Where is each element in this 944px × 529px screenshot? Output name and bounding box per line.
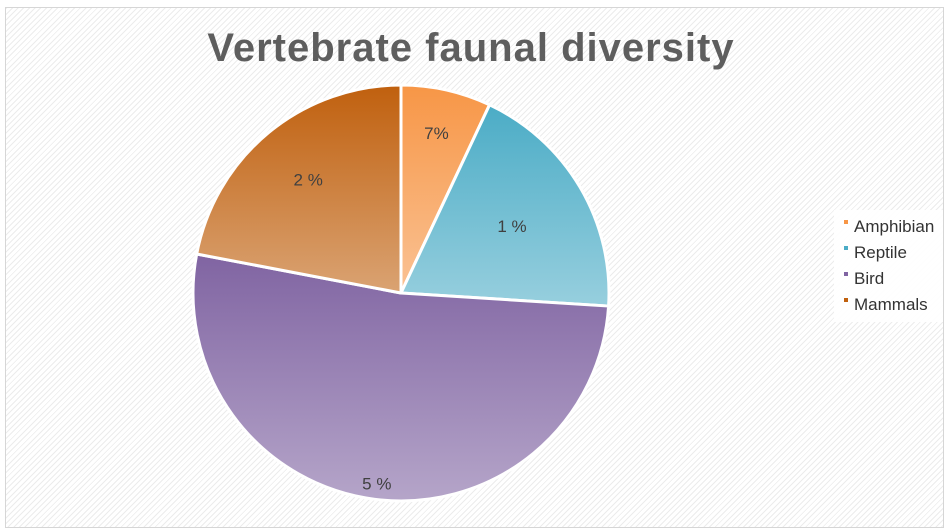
legend-item-bird: Bird (840, 266, 943, 292)
pie-chart: 7% 1 % 5 % 2 % (191, 83, 611, 503)
legend-label-mammals: Mammals (854, 295, 928, 314)
legend-item-mammals: Mammals (840, 292, 943, 318)
data-label-mammals: 2 % (294, 170, 323, 189)
data-label-bird: 5 % (362, 474, 391, 493)
legend-item-amphibian: Amphibian (840, 214, 943, 240)
legend-swatch-bird (844, 272, 848, 276)
pie-slice-reptile (399, 103, 611, 308)
legend: Amphibian Reptile Bird Mammals (834, 210, 943, 322)
legend-item-reptile: Reptile (840, 240, 943, 266)
pie-slice-mammals (195, 83, 403, 295)
legend-swatch-reptile (844, 246, 848, 250)
data-label-reptile: 1 % (497, 217, 526, 236)
legend-label-amphibian: Amphibian (854, 217, 935, 236)
legend-swatch-amphibian (844, 220, 848, 224)
pie-slice-bird (191, 252, 611, 503)
chart-title: Vertebrate faunal diversity (207, 26, 735, 70)
legend-swatch-mammals (844, 298, 848, 302)
chart-area: Vertebrate faunal diversity 7% 1 % 5 % 2 % … (5, 7, 944, 528)
legend-label-reptile: Reptile (854, 243, 907, 262)
data-label-amphibian: 7% (424, 124, 449, 143)
legend-label-bird: Bird (854, 269, 885, 288)
